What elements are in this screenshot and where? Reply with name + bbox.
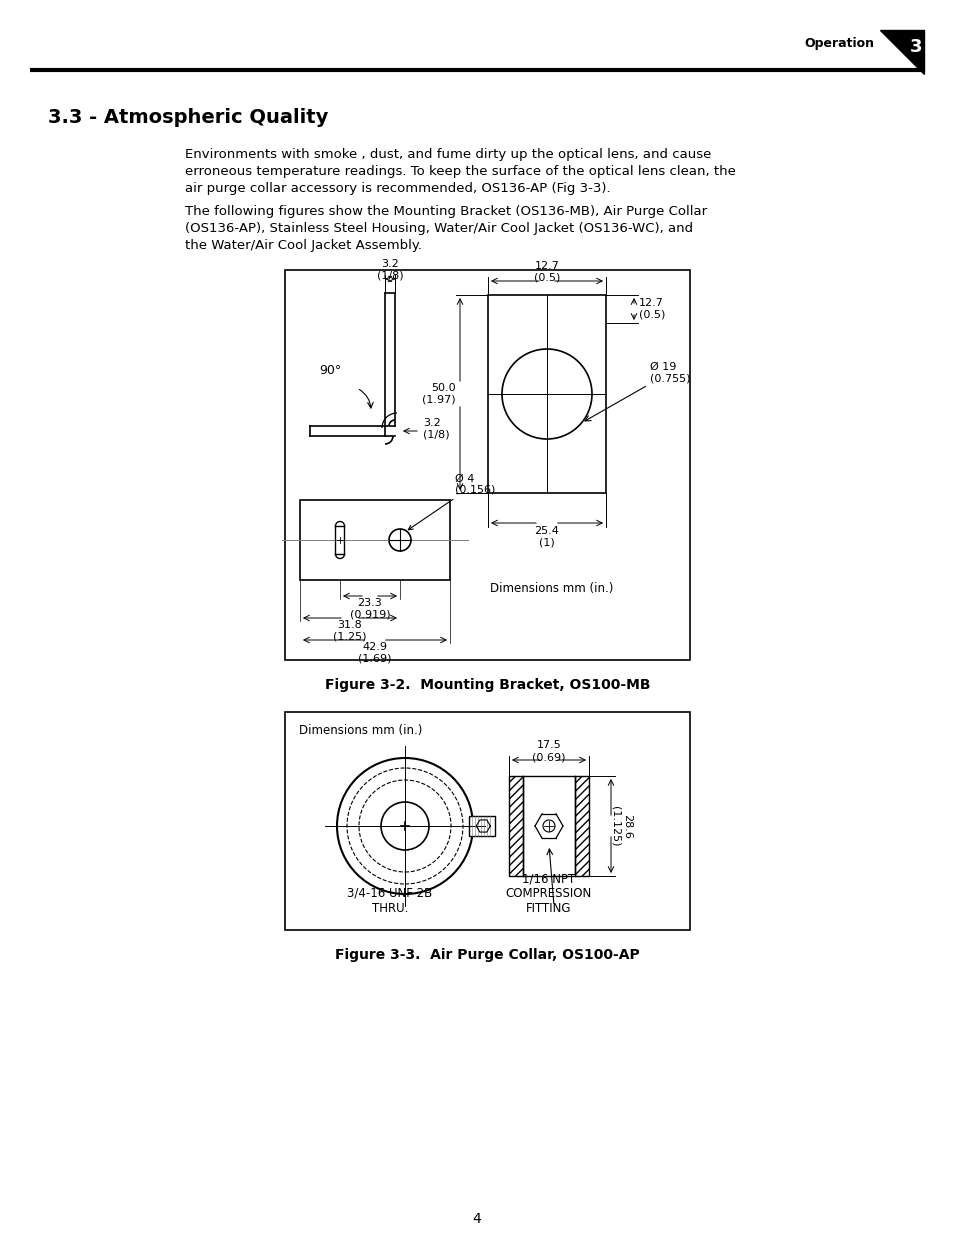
Bar [509,776,522,876]
Bar [285,713,689,930]
Text: Figure 3-2.  Mounting Bracket, OS100-MB: Figure 3-2. Mounting Bracket, OS100-MB [324,678,650,692]
Text: Dimensions mm (in.): Dimensions mm (in.) [298,724,422,737]
Text: erroneous temperature readings. To keep the surface of the optical lens clean, t: erroneous temperature readings. To keep … [185,165,735,178]
Circle shape [542,820,555,832]
Text: 12.7
(0.5): 12.7 (0.5) [534,262,559,283]
Text: The following figures show the Mounting Bracket (OS136-MB), Air Purge Collar: The following figures show the Mounting … [185,205,706,219]
Text: air purge collar accessory is recommended, OS136-AP (Fig 3-3).: air purge collar accessory is recommende… [185,182,610,195]
Text: 42.9
(1.69): 42.9 (1.69) [358,642,392,663]
Circle shape [347,768,462,884]
Text: 3.3 - Atmospheric Quality: 3.3 - Atmospheric Quality [48,107,328,127]
Text: Figure 3-3.  Air Purge Collar, OS100-AP: Figure 3-3. Air Purge Collar, OS100-AP [335,948,639,962]
Text: 17.5
(0.69): 17.5 (0.69) [532,741,565,762]
Text: 4: 4 [472,1212,481,1226]
Circle shape [358,781,451,872]
Text: 28.6
(1.125): 28.6 (1.125) [610,805,631,846]
Text: 1/16 NPT
COMPRESSION
FITTING: 1/16 NPT COMPRESSION FITTING [505,872,592,915]
Text: 31.8
(1.25): 31.8 (1.25) [333,620,366,642]
Text: Dimensions mm (in.): Dimensions mm (in.) [490,582,613,595]
Text: 3/4-16 UNF 2B
THRU.: 3/4-16 UNF 2B THRU. [347,887,432,915]
Text: Ø 19
(0.755): Ø 19 (0.755) [649,362,690,384]
Text: 3.2
(1/8): 3.2 (1/8) [376,259,403,282]
Text: 50.0
(1.97): 50.0 (1.97) [422,383,456,405]
Text: 12.7
(0.5): 12.7 (0.5) [639,298,664,320]
Bar [285,270,689,659]
Circle shape [389,529,411,551]
Text: 3: 3 [909,38,922,56]
Text: 3.2
(1/8): 3.2 (1/8) [422,419,449,440]
Text: 23.3
(0.919): 23.3 (0.919) [350,598,390,620]
Bar [469,816,495,836]
Text: 90°: 90° [318,364,341,378]
Text: Environments with smoke , dust, and fume dirty up the optical lens, and cause: Environments with smoke , dust, and fume… [185,148,711,161]
Text: (OS136-AP), Stainless Steel Housing, Water/Air Cool Jacket (OS136-WC), and: (OS136-AP), Stainless Steel Housing, Wat… [185,222,693,235]
Bar [575,776,588,876]
Text: Operation: Operation [803,37,873,51]
Circle shape [501,350,592,438]
Circle shape [380,802,429,850]
Text: Ø 4
(0.156): Ø 4 (0.156) [408,473,495,530]
Text: 25.4
(1): 25.4 (1) [534,526,558,547]
Bar [488,295,605,493]
Text: the Water/Air Cool Jacket Assembly.: the Water/Air Cool Jacket Assembly. [185,240,421,252]
Circle shape [336,758,473,894]
Bar [299,500,450,580]
Polygon shape [879,30,923,74]
